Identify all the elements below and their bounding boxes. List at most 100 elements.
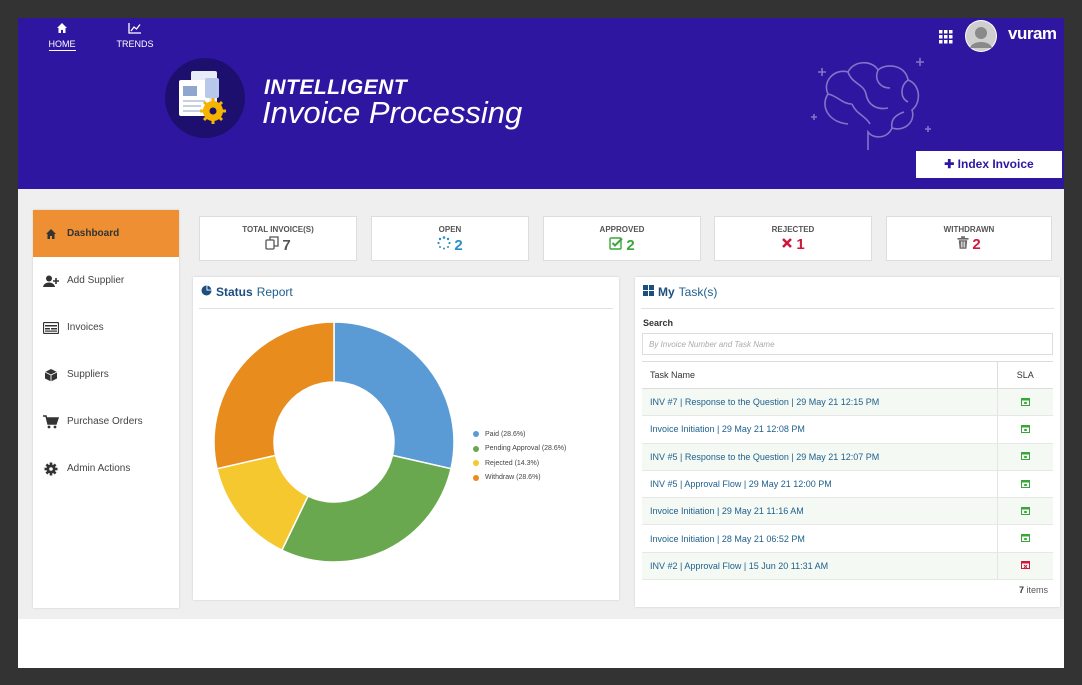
my-tasks-panel: My Task(s) Search Task Name SLA INV #7 |… <box>635 277 1060 607</box>
pie-chart-icon <box>201 285 212 299</box>
box-icon <box>41 367 61 383</box>
legend-label: Pending Approval (28.6%) <box>485 445 567 453</box>
index-invoice-button[interactable]: ✚ Index Invoice <box>916 151 1062 178</box>
stat-label: TOTAL INVOICE(S) <box>242 225 314 234</box>
sidebar-item-label: Invoices <box>67 322 104 333</box>
stat-label: APPROVED <box>599 225 645 234</box>
sla-calendar-icon <box>996 388 1053 417</box>
nav-trends[interactable]: TRENDS <box>105 22 165 49</box>
legend-item-paid[interactable]: Paid (28.6%) <box>473 427 566 442</box>
table-row[interactable]: Invoice Initiation | 28 May 21 06:52 PM <box>642 524 1053 553</box>
task-name-link[interactable]: Invoice Initiation | 29 May 21 11:16 AM <box>642 497 997 526</box>
cart-icon <box>41 414 61 430</box>
sidebar-item-dashboard[interactable]: Dashboard <box>33 210 179 257</box>
sla-overdue-calendar-icon <box>996 552 1053 581</box>
donut-slice-withdraw[interactable] <box>213 321 335 470</box>
apps-grid-icon[interactable] <box>939 30 953 49</box>
task-name-link[interactable]: INV #5 | Response to the Question | 29 M… <box>642 443 997 471</box>
sidebar-item-admin-actions[interactable]: Admin Actions <box>33 445 179 492</box>
legend-item-rejected[interactable]: Rejected (14.3%) <box>473 456 566 471</box>
sidebar-item-invoices[interactable]: Invoices <box>33 304 179 351</box>
table-row[interactable]: INV #5 | Approval Flow | 29 May 21 12:00… <box>642 470 1053 499</box>
stat-value: 2 <box>454 236 463 254</box>
task-name-link[interactable]: INV #5 | Approval Flow | 29 May 21 12:00… <box>642 470 997 499</box>
legend-item-pending-approval[interactable]: Pending Approval (28.6%) <box>473 442 566 457</box>
sla-calendar-icon <box>996 415 1053 444</box>
trend-chart-icon <box>105 22 165 36</box>
legend-dot <box>473 445 479 452</box>
main-content: Dashboard Add Supplier Invoices Supplier… <box>18 189 1064 619</box>
donut-slice-pending-approval[interactable] <box>280 454 452 563</box>
gear-icon <box>41 461 61 477</box>
col-header-sla[interactable]: SLA <box>996 361 1053 389</box>
sidebar-item-suppliers[interactable]: Suppliers <box>33 351 179 398</box>
sidebar-item-purchase-orders[interactable]: Purchase Orders <box>33 398 179 445</box>
brand-logo: vuram <box>1008 24 1057 43</box>
user-avatar[interactable] <box>965 20 997 52</box>
chart-legend: Paid (28.6%) Pending Approval (28.6%) Re… <box>473 427 566 485</box>
trash-icon <box>957 236 969 253</box>
x-icon <box>781 236 793 253</box>
sla-calendar-icon <box>996 470 1053 499</box>
status-report-title: Status Report <box>201 285 293 299</box>
status-report-title-bold: Status <box>216 285 253 299</box>
sidebar-item-add-supplier[interactable]: Add Supplier <box>33 257 179 304</box>
brain-icon <box>808 54 938 159</box>
task-name-link[interactable]: INV #7 | Response to the Question | 29 M… <box>642 388 997 417</box>
col-header-task-name[interactable]: Task Name <box>642 361 997 389</box>
spinner-icon <box>437 236 451 254</box>
legend-label: Paid (28.6%) <box>485 430 526 438</box>
app-title-line1: INTELLIGENT <box>264 76 408 99</box>
stat-label: OPEN <box>438 225 462 234</box>
item-count-value: 7 <box>1018 585 1024 595</box>
app-window: HOME TRENDS <box>18 18 1064 668</box>
donut-slice-paid[interactable] <box>333 321 455 470</box>
sidebar-item-label: Purchase Orders <box>67 416 143 427</box>
legend-label: Withdraw (28.6%) <box>485 474 541 482</box>
task-name-link[interactable]: INV #2 | Approval Flow | 15 Jun 20 11:31… <box>642 552 997 581</box>
table-row[interactable]: Invoice Initiation | 29 May 21 12:08 PM <box>642 415 1053 444</box>
sidebar-item-label: Add Supplier <box>67 275 125 286</box>
sla-calendar-icon <box>996 524 1053 553</box>
divider <box>199 308 613 309</box>
stat-rejected[interactable]: REJECTED 1 <box>714 216 872 261</box>
home-icon <box>41 226 61 242</box>
legend-item-withdraw[interactable]: Withdraw (28.6%) <box>473 471 566 486</box>
status-report-title-rest: Report <box>256 285 293 299</box>
task-name-link[interactable]: Invoice Initiation | 29 May 21 12:08 PM <box>642 415 997 444</box>
check-square-icon <box>609 236 624 254</box>
sidebar-item-label: Admin Actions <box>67 463 131 474</box>
stat-label: REJECTED <box>771 225 815 234</box>
legend-dot <box>473 474 479 481</box>
search-label: Search <box>643 318 674 328</box>
app-title-line2: Invoice Processing <box>262 95 523 130</box>
table-row[interactable]: INV #2 | Approval Flow | 15 Jun 20 11:31… <box>642 552 1053 581</box>
invoice-logo-icon <box>165 58 245 138</box>
stat-value: 2 <box>626 236 635 254</box>
legend-dot <box>473 460 479 467</box>
task-search-input[interactable] <box>642 333 1053 355</box>
copy-icon <box>265 236 279 254</box>
stat-open[interactable]: OPEN 2 <box>371 216 529 261</box>
table-row[interactable]: INV #5 | Response to the Question | 29 M… <box>642 443 1053 471</box>
status-donut-chart <box>213 321 455 563</box>
my-tasks-title-bold: My <box>658 285 675 299</box>
table-header-row: Task Name SLA <box>642 361 1053 389</box>
stat-withdrawn[interactable]: WITHDRAWN 2 <box>886 216 1052 261</box>
nav-home[interactable]: HOME <box>32 22 92 51</box>
nav-trends-label: TRENDS <box>116 39 154 49</box>
table-row[interactable]: INV #7 | Response to the Question | 29 M… <box>642 388 1053 417</box>
add-user-icon <box>41 273 61 289</box>
index-invoice-label: Index Invoice <box>957 157 1034 171</box>
stat-label: WITHDRAWN <box>943 225 995 234</box>
table-row[interactable]: Invoice Initiation | 29 May 21 11:16 AM <box>642 497 1053 526</box>
stat-approved[interactable]: APPROVED 2 <box>543 216 701 261</box>
sla-calendar-icon <box>996 443 1053 471</box>
invoice-icon <box>41 320 61 336</box>
stat-value: 1 <box>796 236 805 253</box>
plus-icon: ✚ <box>944 157 958 171</box>
task-name-link[interactable]: Invoice Initiation | 28 May 21 06:52 PM <box>642 524 997 553</box>
sidebar-item-label: Dashboard <box>67 228 120 239</box>
stat-total-invoices[interactable]: TOTAL INVOICE(S) 7 <box>199 216 357 261</box>
item-count-suffix: items <box>1026 585 1048 595</box>
